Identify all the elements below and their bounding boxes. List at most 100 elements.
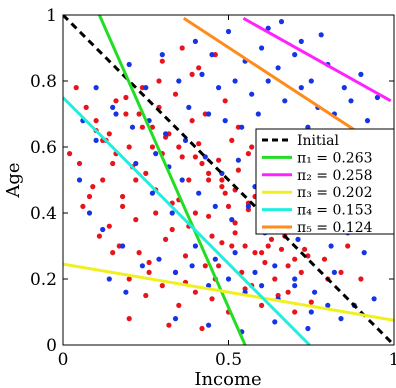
red-point <box>136 111 142 117</box>
red-point <box>143 292 149 299</box>
red-point <box>206 170 212 176</box>
blue-point <box>308 78 314 84</box>
red-point <box>106 223 112 229</box>
red-point <box>192 289 198 295</box>
red-point <box>120 203 126 209</box>
blue-point <box>272 319 278 325</box>
blue-point <box>126 61 132 68</box>
blue-point <box>252 269 258 275</box>
red-point <box>106 131 112 137</box>
red-point <box>265 243 271 249</box>
legend-label: π₅ = 0.124 <box>297 220 373 236</box>
red-point <box>133 177 139 183</box>
red-point <box>206 177 212 183</box>
blue-point <box>196 190 202 196</box>
red-point <box>259 302 265 308</box>
blue-point <box>143 85 149 91</box>
blue-point <box>328 243 334 249</box>
red-point <box>358 276 364 282</box>
red-point <box>83 104 89 110</box>
red-point <box>305 253 311 259</box>
red-point <box>192 154 198 160</box>
red-point <box>232 230 238 236</box>
scatter-points <box>67 19 387 335</box>
red-point <box>159 283 165 289</box>
red-point <box>80 203 86 209</box>
blue-point <box>206 322 212 328</box>
red-point <box>86 193 93 200</box>
blue-point <box>318 32 324 38</box>
blue-point <box>239 124 245 130</box>
blue-point <box>312 289 318 295</box>
blue-point <box>176 78 182 84</box>
red-point <box>252 250 258 256</box>
blue-point <box>100 226 106 233</box>
y-tick-label: 0 <box>46 336 57 356</box>
y-tick-label: 0.6 <box>30 138 57 158</box>
red-point <box>110 250 116 256</box>
blue-point <box>192 38 198 45</box>
y-tick-label: 0.2 <box>30 270 57 290</box>
blue-point <box>278 19 285 25</box>
red-point <box>172 91 179 97</box>
blue-point <box>110 104 116 110</box>
axis-ticks: 0 0.5 1 0 0.2 0.4 0.6 0.8 1 <box>30 6 396 370</box>
blue-point <box>129 124 136 130</box>
red-point <box>159 58 165 64</box>
red-point <box>123 111 129 117</box>
blue-point <box>255 111 261 117</box>
blue-point <box>292 283 298 289</box>
red-point <box>143 170 149 176</box>
legend-label: π₄ = 0.153 <box>297 203 373 219</box>
blue-point <box>169 210 175 216</box>
red-point <box>216 157 222 163</box>
red-point <box>338 269 344 275</box>
red-point <box>136 250 142 256</box>
blue-point <box>298 85 304 91</box>
blue-point <box>225 28 232 35</box>
red-point <box>120 193 126 200</box>
red-point <box>100 177 106 183</box>
red-point <box>308 299 314 305</box>
blue-point <box>225 276 232 282</box>
blue-point <box>123 289 129 295</box>
red-point <box>186 177 192 183</box>
red-point <box>345 243 351 249</box>
red-point <box>219 240 225 246</box>
red-point <box>73 85 79 91</box>
blue-point <box>163 131 169 137</box>
blue-point <box>265 25 271 31</box>
red-point <box>179 45 185 51</box>
blue-point <box>153 151 159 157</box>
blue-point <box>86 210 93 216</box>
red-point <box>292 309 298 315</box>
red-point <box>285 263 291 269</box>
red-point <box>199 325 205 332</box>
blue-point <box>292 276 298 282</box>
blue-point <box>358 71 364 77</box>
blue-point <box>186 104 192 110</box>
blue-point <box>192 243 198 249</box>
blue-point <box>245 203 251 209</box>
red-point <box>285 289 291 295</box>
blue-point <box>338 316 344 322</box>
blue-point <box>212 203 218 209</box>
red-point <box>262 259 268 266</box>
blue-point <box>298 38 304 45</box>
red-point <box>126 276 132 282</box>
blue-point <box>172 269 179 275</box>
y-tick-label: 1 <box>46 6 57 26</box>
blue-point <box>374 94 380 101</box>
pi3-line <box>63 262 394 322</box>
red-point <box>182 253 189 259</box>
red-point <box>232 220 238 226</box>
red-point <box>225 203 232 209</box>
blue-point <box>249 91 255 97</box>
blue-point <box>139 263 145 269</box>
blue-point <box>305 325 311 332</box>
red-point <box>123 94 129 101</box>
blue-point <box>232 250 238 256</box>
x-axis-label: Income <box>194 369 261 388</box>
